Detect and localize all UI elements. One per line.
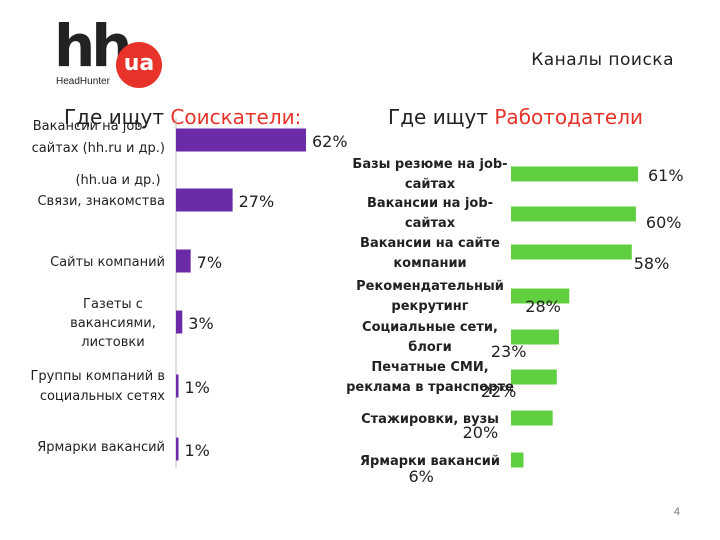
- left-bar-value-2: 27%: [239, 192, 275, 211]
- right-title-accent: Работодатели: [494, 105, 643, 129]
- left-bar-value-6: 1%: [185, 441, 210, 460]
- left-title-plain: Где ищут: [64, 105, 171, 129]
- left-bar-value-3: 7%: [197, 253, 222, 272]
- left-bar-value-1: 62%: [312, 132, 348, 151]
- right-bar-7: [511, 410, 553, 426]
- right-bar-value-6: 22%: [481, 382, 517, 401]
- left-bar-1: [176, 128, 306, 152]
- right-category-label-6-line-1: Печатные СМИ,: [371, 360, 488, 375]
- headhunter-logo: hh ua HeadHunter: [50, 16, 170, 92]
- right-bar-6: [511, 369, 557, 385]
- right-category-label-3-line-1: Вакансии на сайте: [360, 236, 500, 251]
- right-category-label-8-line-1: Ярмарки вакансий: [360, 454, 500, 469]
- right-chart-title: Где ищут Работодатели: [388, 105, 643, 129]
- left-bar-6: [176, 437, 179, 461]
- right-bar-value-8: 6%: [408, 467, 433, 486]
- left-category-label-4-line-2: вакансиями,: [70, 316, 156, 331]
- right-bar-value-4: 28%: [525, 297, 561, 316]
- left-category-label-1-line-1: Вакансии на job-: [33, 119, 148, 134]
- left-category-label-4-line-3: листовки: [81, 335, 144, 350]
- right-category-label-1-line-1: Базы резюме на job-: [352, 157, 507, 172]
- right-bar-2: [511, 206, 636, 222]
- left-category-label-4-line-1: Газеты с: [83, 297, 143, 312]
- left-category-label-6-line-1: Ярмарки вакансий: [37, 440, 165, 455]
- right-bar-5: [511, 329, 559, 345]
- left-bar-3: [176, 249, 191, 273]
- left-category-label-5-line-2: социальных сетях: [40, 389, 165, 404]
- left-title-accent: Соискатели:: [170, 105, 302, 129]
- right-bar-value-3: 58%: [634, 254, 670, 273]
- right-category-label-5-line-2: блоги: [408, 340, 451, 355]
- right-category-label-6-line-2: реклама в транспорте: [346, 380, 514, 395]
- right-category-label-2-line-2: сайтах: [405, 216, 456, 231]
- right-bar-value-7: 20%: [463, 423, 499, 442]
- left-category-label-2-line-1: Связи, знакомства: [37, 194, 165, 209]
- left-chart-title: Где ищут Соискатели:: [64, 105, 301, 129]
- right-category-label-1-line-2: сайтах: [405, 177, 456, 192]
- right-bar-value-1: 61%: [648, 166, 684, 185]
- slide-title: Каналы поиска: [531, 50, 674, 70]
- page-number: 4: [673, 506, 680, 518]
- right-bar-value-5: 23%: [491, 342, 527, 361]
- left-category-label-5-line-1: Группы компаний в: [30, 369, 165, 384]
- left-bar-5: [176, 374, 179, 398]
- right-bar-value-2: 60%: [646, 213, 682, 232]
- left-bar-4: [176, 310, 183, 334]
- right-category-label-7-line-1: Стажировки, вузы: [361, 412, 499, 427]
- right-title-plain: Где ищут: [388, 105, 495, 129]
- right-bar-8: [511, 452, 524, 468]
- left-bar-2: [176, 188, 233, 212]
- right-category-label-2-line-1: Вакансии на job-: [367, 196, 493, 211]
- left-bar-value-4: 3%: [188, 314, 213, 333]
- logo-ua-circle: ua: [116, 42, 162, 88]
- left-category-label-3-line-1: Сайты компаний: [50, 255, 165, 270]
- right-category-label-4-line-1: Рекомендательный: [356, 279, 504, 294]
- left-bar-value-5: 1%: [185, 378, 210, 397]
- right-category-label-5-line-1: Социальные сети,: [362, 320, 498, 335]
- right-category-label-4-line-2: рекрутинг: [391, 299, 468, 314]
- right-bar-1: [511, 166, 638, 182]
- right-bar-4: [511, 288, 570, 304]
- left-category-label-1-line-2: сайтах (hh.ru и др.): [32, 141, 165, 156]
- left-category-label-1-line-3: (hh.ua и др.): [75, 173, 160, 188]
- right-category-label-3-line-2: компании: [393, 256, 466, 271]
- right-bar-3: [511, 244, 632, 260]
- logo-subtitle: HeadHunter: [56, 76, 110, 87]
